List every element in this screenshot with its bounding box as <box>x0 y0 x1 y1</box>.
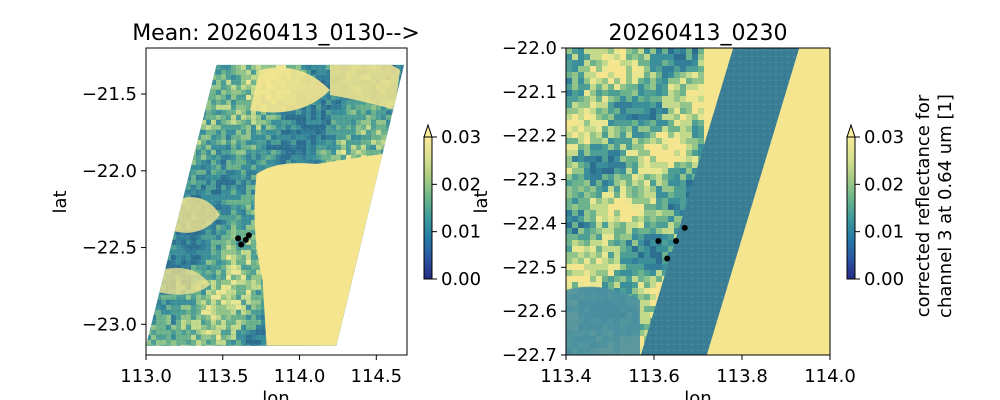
left-x-label: lon <box>262 388 289 400</box>
y-tick-label: −22.2 <box>502 126 557 147</box>
right-y-label: lat <box>471 190 492 213</box>
left-panel: Mean: 20260413_0130--> 113.0 113.5 114.0 11… <box>50 21 420 400</box>
left-colorbar-ticks: 0.00 0.01 0.02 0.03 <box>432 127 481 290</box>
right-colorbar: 0.00 0.01 0.02 0.03 corrected reflectance f… <box>846 94 956 318</box>
colorbar-tick-label: 0.01 <box>441 222 481 243</box>
station-marker-1 <box>655 237 662 244</box>
station-marker-1 <box>235 235 242 242</box>
left-y-label: lat <box>50 190 71 213</box>
left-markers <box>235 232 252 248</box>
y-tick-label: −22.7 <box>502 345 557 366</box>
colorbar-tick-label: 0.02 <box>864 174 904 195</box>
right-colorbar-label-line-2: channel 3 at 0.64 um [1] <box>935 94 956 318</box>
right-x-label: lon <box>684 388 711 400</box>
colorbar-tick-label: 0.02 <box>441 174 481 195</box>
right-colorbar-ticks: 0.00 0.01 0.02 0.03 <box>855 127 904 290</box>
station-marker-3 <box>242 236 249 243</box>
right-colorbar-body <box>846 136 856 280</box>
left-panel-title: Mean: 20260413_0130--> <box>132 21 420 46</box>
y-tick-label: −22.4 <box>502 213 557 234</box>
colorbar-tick-label: 0.03 <box>864 127 904 148</box>
colorbar-tick-label: 0.00 <box>441 269 481 290</box>
y-tick-label: −22.3 <box>502 170 557 191</box>
right-y-ticks: −22.0 −22.1 −22.2 −22.3 −22.4 −22.5 −22.6 −22.7 <box>502 38 566 366</box>
x-tick-label: 113.4 <box>540 366 592 387</box>
right-colorbar-extend-triangle <box>846 123 856 138</box>
y-tick-label: −21.5 <box>82 84 137 105</box>
station-marker-4 <box>681 224 688 231</box>
x-tick-label: 113.8 <box>716 366 768 387</box>
station-marker-4 <box>245 232 252 239</box>
left-y-ticks: −21.5 −22.0 −22.5 −23.0 <box>82 84 146 335</box>
right-panel-title: 20260413_0230 <box>609 21 788 46</box>
station-marker-2 <box>664 255 671 262</box>
colorbar-tick-label: 0.00 <box>864 269 904 290</box>
right-x-ticks: 113.4 113.6 113.8 114.0 <box>540 355 856 387</box>
right-markers <box>655 224 688 262</box>
y-tick-label: −22.0 <box>502 38 557 59</box>
y-tick-label: −22.0 <box>82 161 137 182</box>
x-tick-label: 113.5 <box>197 366 249 387</box>
x-tick-label: 113.6 <box>628 366 680 387</box>
x-tick-label: 113.0 <box>120 366 172 387</box>
colorbar-tick-label: 0.03 <box>441 127 481 148</box>
station-marker-2 <box>238 241 245 248</box>
x-tick-label: 114.0 <box>804 366 856 387</box>
cloud-free-region <box>254 152 394 346</box>
left-colorbar-extend-triangle <box>423 123 433 138</box>
x-tick-label: 114.5 <box>351 366 403 387</box>
right-heatmap-image <box>566 48 830 355</box>
right-plot-border <box>565 47 831 356</box>
left-colorbar: 0.00 0.01 0.02 0.03 <box>423 123 481 290</box>
left-plot-border <box>145 47 408 356</box>
right-colorbar-label-line-1: corrected reflectance for <box>913 94 934 317</box>
right-panel: 20260413_0230 113.4 113.6 113.8 114.0 −22.0… <box>471 21 856 400</box>
left-x-ticks: 113.0 113.5 114.0 114.5 <box>120 355 402 387</box>
colorbar-tick-label: 0.01 <box>864 222 904 243</box>
left-colorbar-body <box>423 136 433 280</box>
y-tick-label: −22.1 <box>502 82 557 103</box>
x-tick-label: 114.0 <box>274 366 326 387</box>
y-tick-label: −23.0 <box>82 314 137 335</box>
y-tick-label: −22.5 <box>82 238 137 259</box>
y-tick-label: −22.5 <box>502 257 557 278</box>
station-marker-3 <box>673 237 679 244</box>
y-tick-label: −22.6 <box>502 301 557 322</box>
